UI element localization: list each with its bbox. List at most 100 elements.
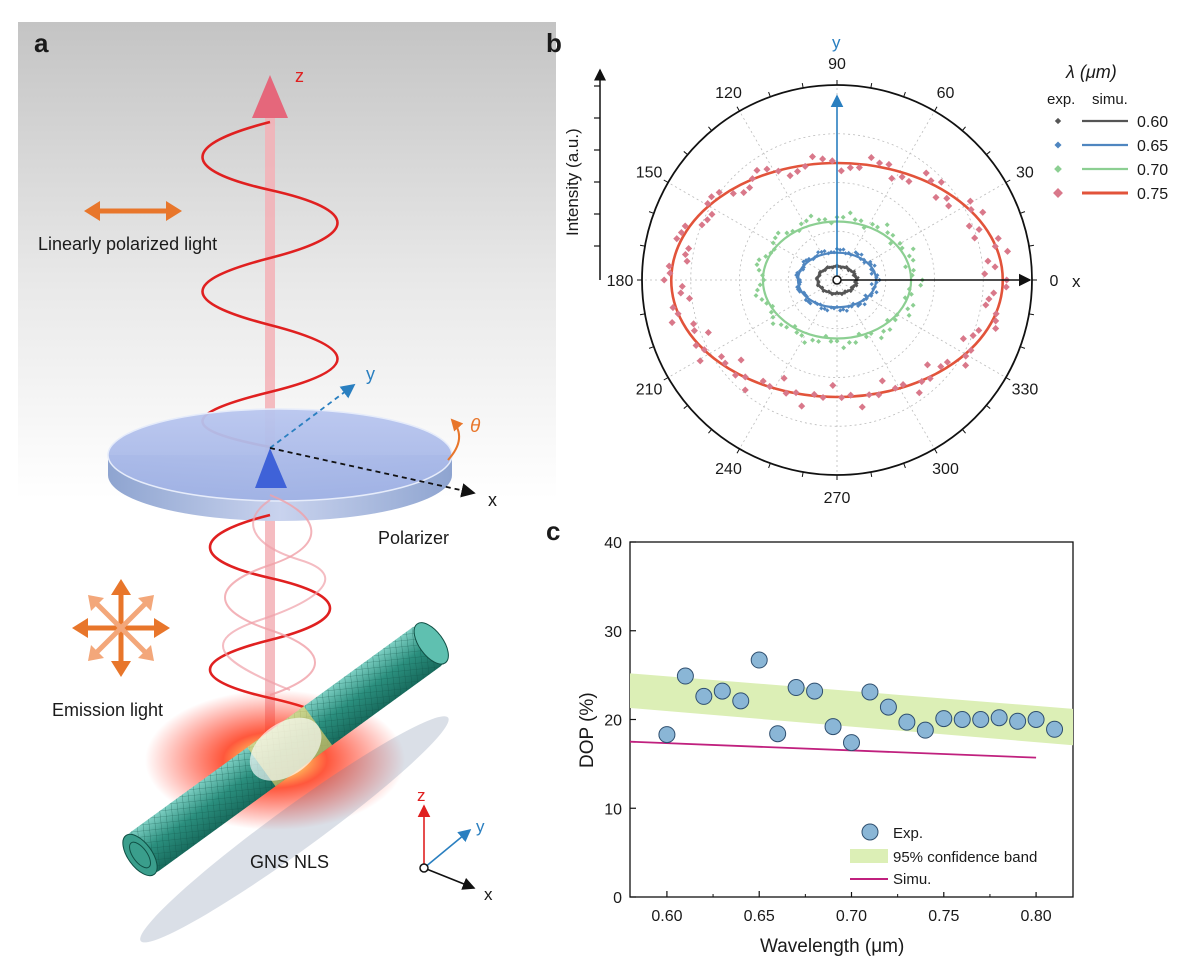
exp-point-0.75 (674, 310, 682, 318)
exp-point-0.65 (868, 259, 873, 264)
exp-point-0.70 (894, 312, 900, 318)
exp-point-0.70 (899, 245, 905, 251)
angle-label-120: 120 (715, 85, 742, 102)
exp-point-0.70 (878, 335, 884, 341)
exp-point-0.75 (703, 216, 711, 224)
exp-point-0.75 (696, 357, 704, 365)
y-axis-label: DOP (%) (577, 692, 598, 768)
exp-point-0.65 (864, 296, 869, 301)
emission-wave-faint-2 (222, 499, 327, 691)
exp-point-0.70 (753, 293, 759, 299)
exp-point-0.75 (992, 310, 1000, 318)
angle-label-60: 60 (937, 85, 955, 102)
exp-point-0.70 (910, 302, 916, 308)
exp-point (953, 711, 971, 728)
theta-label: θ (470, 416, 481, 437)
simu-line (629, 740, 1037, 759)
exp-point-0.70 (856, 331, 862, 337)
exp-point-0.70 (823, 333, 829, 339)
gns-nls-label: GNS NLS (250, 852, 329, 872)
exp-point (972, 711, 990, 728)
panel-c: c 0.60 0.65 0.70 0.75 0.80 0 10 20 30 40 Waveleng… (546, 516, 1074, 957)
polar-legend: λ (μm) exp. simu. 0.60 0.65 0.70 0.75 (1047, 62, 1168, 203)
exp-point-0.65 (826, 251, 831, 256)
exp-point-0.75 (865, 391, 873, 399)
exp-point-0.70 (754, 287, 760, 293)
exp-point-0.70 (770, 321, 776, 327)
angle-label-0: 0 (1050, 273, 1059, 290)
exp-point-0.70 (909, 272, 915, 278)
exp-point-0.75 (669, 304, 677, 312)
plot-legend: Exp. 95% confidence band Simu. (845, 818, 1067, 892)
exp-point-0.75 (753, 166, 761, 174)
exp-point-0.70 (771, 246, 777, 252)
polar-tick-130 (708, 126, 713, 131)
exp-point-0.70 (802, 340, 808, 346)
exp-point-0.65 (841, 307, 846, 312)
exp-point-0.75 (700, 346, 708, 354)
exp-point-0.75 (937, 178, 945, 186)
exp-point-0.65 (801, 259, 806, 264)
exp-point-0.70 (903, 264, 909, 270)
polar-angle-labels: 0 30 60 90 120 150 180 210 240 270 300 330 (607, 56, 1059, 507)
rotation-arrow (447, 418, 464, 461)
exp-point-0.70 (870, 221, 875, 227)
exp-point-0.75 (819, 155, 827, 163)
exp-point-0.70 (756, 257, 762, 263)
exp-point-0.75 (991, 263, 999, 271)
exp-point-0.75 (704, 200, 712, 208)
exp-point-0.65 (841, 247, 846, 252)
exp-point-0.65 (801, 262, 807, 267)
exp-point-0.75 (969, 332, 977, 340)
legend-band-label: 95% confidence band (893, 849, 1037, 866)
polarizer-x-axis (269, 447, 476, 498)
linearly-polarized-label: Linearly polarized light (38, 234, 217, 254)
exp-point-0.65 (846, 304, 851, 309)
exp-point-0.70 (792, 323, 798, 329)
exp-point-0.70 (884, 222, 890, 228)
exp-point-0.70 (763, 253, 769, 259)
exp-point-0.70 (772, 235, 778, 241)
exp-point-0.75 (837, 167, 845, 175)
exp-point-0.75 (898, 173, 906, 181)
legend-label-0.65: 0.65 (1137, 138, 1168, 155)
exp-point-0.70 (770, 240, 776, 246)
exp-point-0.75 (979, 208, 987, 216)
exp-point-0.75 (975, 225, 983, 234)
exp-point-0.70 (852, 217, 858, 223)
polar-tick-300 (934, 448, 938, 454)
angle-label-330: 330 (1012, 382, 1039, 399)
exp-point (806, 682, 824, 700)
legend-label-0.75: 0.75 (1137, 186, 1168, 203)
exp-point-0.75 (927, 177, 935, 185)
exp-point-0.75 (819, 393, 827, 402)
exp-point-0.75 (858, 403, 866, 411)
legend-exp-label: Exp. (893, 825, 923, 842)
polarizer-label: Polarizer (378, 528, 449, 548)
exp-point-0.75 (721, 359, 729, 367)
exp-point-0.75 (915, 389, 923, 397)
exp-point-0.75 (962, 352, 970, 360)
polar-tick-120 (736, 106, 740, 112)
exp-point-0.75 (937, 363, 945, 371)
exp-point-0.75 (741, 386, 749, 394)
exp-point-0.75 (708, 210, 716, 218)
exp-point-0.70 (803, 218, 809, 224)
polar-tick-60 (934, 106, 938, 112)
y-tick-label: 40 (604, 535, 622, 552)
exp-point-0.65 (861, 257, 867, 262)
exp-point-0.75 (737, 356, 745, 364)
panel-a-letter: a (34, 28, 49, 58)
emission-wave-faint-1 (224, 494, 316, 696)
polar-tick-160 (648, 211, 654, 214)
small-y-label: y (476, 817, 485, 836)
exp-point-0.65 (874, 290, 879, 295)
polar-tick-350 (1028, 313, 1035, 316)
polar-tick-250 (768, 463, 771, 469)
exp-point-0.75 (967, 206, 975, 214)
exp-point (732, 692, 750, 710)
polar-tick-320 (986, 404, 991, 409)
exp-point-0.75 (975, 326, 983, 334)
exp-point-0.70 (906, 286, 912, 292)
